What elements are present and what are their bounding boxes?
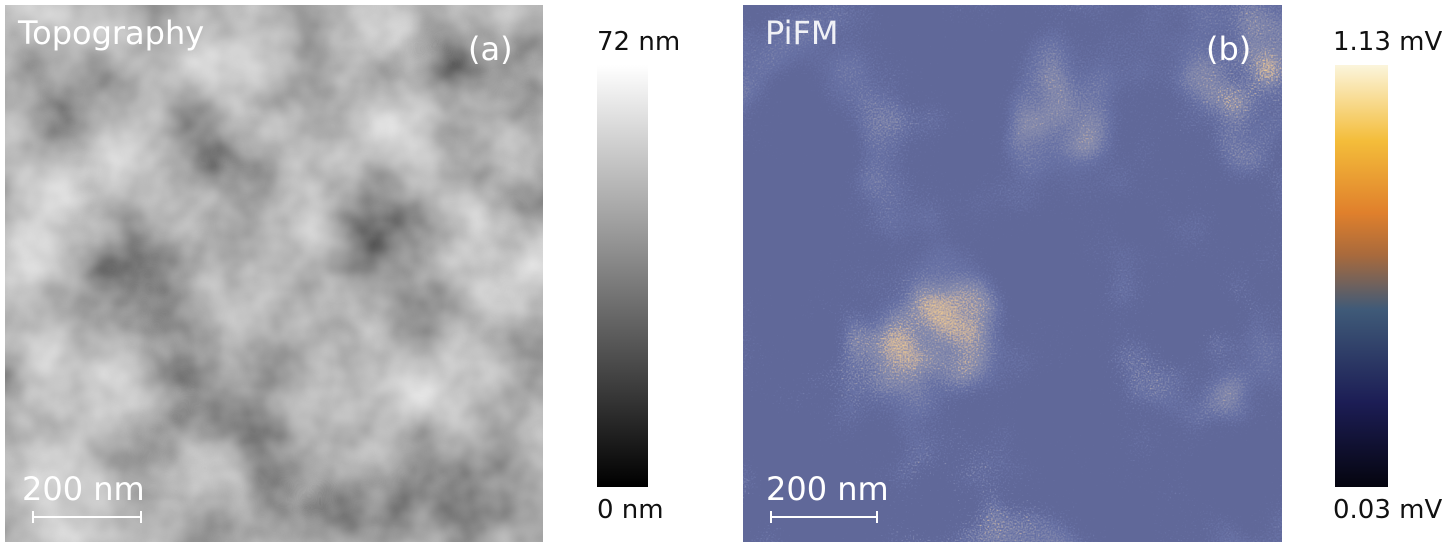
scale-bar <box>770 511 878 523</box>
panel-letter: (b) <box>1206 30 1251 68</box>
scale-bar-label: 200 nm <box>22 470 145 508</box>
panel-label: PiFM <box>765 14 839 52</box>
colorbar-min: 0.03 mV <box>1333 495 1442 525</box>
panel-label: Topography <box>17 14 204 52</box>
scale-bar <box>32 511 142 523</box>
panel-pifm: PiFM (b) 200 nm 1.13 mV 0.03 mV <box>743 5 1442 542</box>
colorbar <box>597 65 648 487</box>
colorbar-min: 0 nm <box>597 495 664 525</box>
colorbar-max: 1.13 mV <box>1333 27 1442 57</box>
pifm-image <box>743 5 1282 542</box>
colorbar <box>1335 65 1388 487</box>
panel-topography: Topography (a) 200 nm 72 nm 0 nm <box>5 5 680 542</box>
panel-letter: (a) <box>468 30 513 68</box>
topography-image <box>5 5 543 542</box>
colorbar-max: 72 nm <box>597 27 680 57</box>
scale-bar-label: 200 nm <box>766 470 889 508</box>
